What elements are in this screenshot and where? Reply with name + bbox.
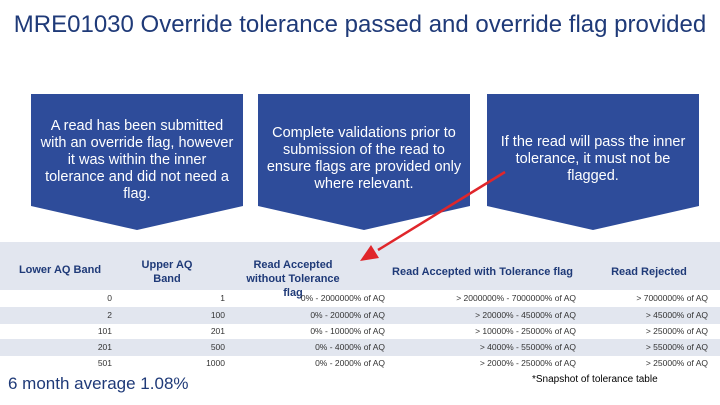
cell-without-flag: 0% - 2000000% of AQ (300, 293, 385, 303)
cell-upper-aq: 500 (210, 342, 225, 352)
pentagon-shape (258, 94, 470, 230)
column-header-with-flag: Read Accepted with Tolerance flag (392, 266, 573, 278)
cell-without-flag: 0% - 20000% of AQ (310, 310, 385, 320)
cell-without-flag: 0% - 4000% of AQ (315, 342, 385, 352)
table-row: 501 1000 0% - 2000% of AQ > 2000% - 2500… (0, 355, 720, 372)
table-row: 0 1 0% - 2000000% of AQ > 2000000% - 700… (0, 290, 720, 307)
cell-lower-aq: 201 (97, 342, 112, 352)
cell-upper-aq: 1000 (206, 358, 225, 368)
cell-with-flag: > 4000% - 55000% of AQ (479, 342, 576, 352)
column-header-rejected: Read Rejected (611, 266, 687, 278)
cell-lower-aq: 0 (107, 293, 112, 303)
cell-upper-aq: 1 (220, 293, 225, 303)
pentagon-shape (31, 94, 243, 230)
page-title: MRE01030 Override tolerance passed and o… (13, 11, 707, 38)
info-box-inner-tolerance: If the read will pass the inner toleranc… (487, 94, 699, 230)
cell-without-flag: 0% - 2000% of AQ (315, 358, 385, 368)
cell-lower-aq: 2 (107, 310, 112, 320)
info-box-text: A read has been submitted with an overri… (40, 118, 234, 202)
cell-lower-aq: 501 (97, 358, 112, 368)
cell-with-flag: > 2000000% - 7000000% of AQ (456, 293, 576, 303)
column-header-upper-aq: Upper AQ Band (141, 259, 193, 285)
info-box-text: If the read will pass the inner toleranc… (500, 134, 686, 184)
cell-rejected: > 7000000% of AQ (636, 293, 708, 303)
cell-upper-aq: 100 (210, 310, 225, 320)
cell-with-flag: > 2000% - 25000% of AQ (479, 358, 576, 368)
snapshot-note: *Snapshot of tolerance table (532, 374, 658, 385)
table-row: 2 100 0% - 20000% of AQ > 20000% - 45000… (0, 307, 720, 324)
six-month-average: 6 month average 1.08% (8, 374, 189, 393)
column-header-lower-aq: Lower AQ Band (18, 264, 102, 276)
cell-upper-aq: 201 (210, 326, 225, 336)
cell-rejected: > 45000% of AQ (645, 310, 708, 320)
cell-lower-aq: 101 (97, 326, 112, 336)
pentagon-shape (487, 94, 699, 230)
cell-without-flag: 0% - 10000% of AQ (310, 326, 385, 336)
cell-rejected: > 25000% of AQ (645, 326, 708, 336)
info-box-submitted-read: A read has been submitted with an overri… (31, 94, 243, 230)
info-box-text: Complete validations prior to submission… (266, 125, 462, 192)
table-row: 101 201 0% - 10000% of AQ > 10000% - 250… (0, 323, 720, 340)
column-header-without-flag: Read Accepted without Tolerance flag (246, 259, 340, 299)
cell-rejected: > 25000% of AQ (645, 358, 708, 368)
cell-with-flag: > 20000% - 45000% of AQ (475, 310, 576, 320)
table-header-row: Lower AQ Band Upper AQ Band Read Accepte… (0, 242, 720, 299)
cell-with-flag: > 10000% - 25000% of AQ (475, 326, 576, 336)
info-box-validations: Complete validations prior to submission… (258, 94, 470, 230)
table-row: 201 500 0% - 4000% of AQ > 4000% - 55000… (0, 339, 720, 356)
cell-rejected: > 55000% of AQ (645, 342, 708, 352)
